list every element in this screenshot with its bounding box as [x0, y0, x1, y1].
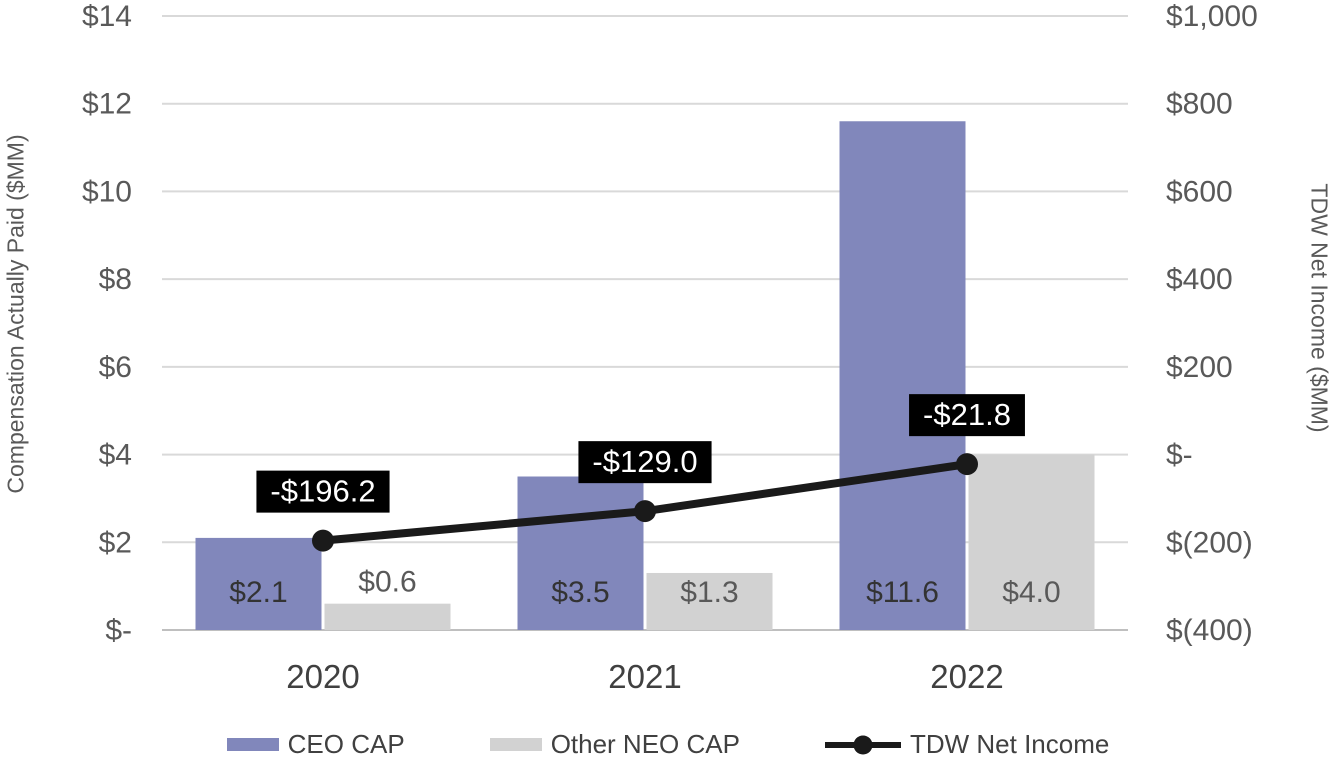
legend-item-tdw-net-income: TDW Net Income: [824, 729, 1110, 760]
left-axis-tick-label: $4: [99, 439, 132, 472]
x-axis-label-2022: 2022: [930, 658, 1003, 695]
left-axis-tick-label: $6: [99, 351, 132, 384]
legend-bar-swatch: [489, 738, 542, 751]
legend-item-other-neo-cap: Other NEO CAP: [489, 729, 740, 760]
left-axis-tick-label: $-: [105, 614, 132, 647]
right-axis-tick-label: $-: [1166, 439, 1193, 472]
legend-label: TDW Net Income: [909, 729, 1110, 759]
bar-ceo-cap-2020: [195, 537, 322, 630]
bar-value-label: $1.3: [680, 576, 738, 609]
bar-ceo-cap-2022: [839, 121, 966, 630]
legend-label: CEO CAP: [287, 729, 405, 759]
legend-bar-swatch: [226, 738, 279, 751]
line-marker-2022: [956, 453, 978, 476]
bar-value-label: $2.1: [229, 576, 287, 609]
left-axis-tick-label: $10: [82, 175, 132, 208]
right-axis-tick-label: $800: [1166, 88, 1233, 121]
net-income-label: -$196.2: [270, 474, 375, 509]
left-axis-tick-label: $2: [99, 526, 132, 559]
legend-line-dot: [853, 735, 873, 754]
net-income-label: -$21.8: [923, 397, 1011, 432]
x-axis-label-2021: 2021: [608, 658, 681, 695]
left-axis-tick-label: $12: [82, 88, 132, 121]
right-axis-tick-label: $1,000: [1166, 0, 1258, 33]
bar-value-label: $0.6: [358, 566, 416, 599]
x-axis-label-2020: 2020: [286, 658, 359, 695]
legend-label: Other NEO CAP: [550, 729, 740, 759]
net-income-label-box: [578, 441, 712, 484]
bar-other-neo-cap-2020: [324, 603, 451, 630]
legend-item-ceo-cap: CEO CAP: [226, 729, 405, 760]
bar-other-neo-cap-2022: [968, 454, 1095, 630]
right-axis-tick-label: $(200): [1166, 526, 1253, 559]
line-marker-2021: [634, 500, 656, 523]
legend-line-swatch: [824, 734, 901, 756]
net-income-label-box: [909, 394, 1025, 437]
bar-other-neo-cap-2021: [646, 572, 773, 630]
line-marker-2020: [312, 529, 334, 552]
net-income-label-box: [256, 470, 390, 513]
left-axis-tick-label: $8: [99, 263, 132, 296]
left-axis-tick-label: $14: [82, 0, 132, 33]
net-income-label: -$129.0: [592, 444, 697, 479]
right-axis-tick-label: $600: [1166, 175, 1233, 208]
bar-value-label: $4.0: [1002, 576, 1060, 609]
right-axis-tick-label: $200: [1166, 351, 1233, 384]
bar-ceo-cap-2021: [517, 476, 644, 630]
bar-value-label: $3.5: [551, 576, 609, 609]
right-axis-tick-label: $(400): [1166, 614, 1253, 647]
right-axis-tick-label: $400: [1166, 263, 1233, 296]
legend: CEO CAP Other NEO CAP TDW Net Income: [0, 729, 1336, 760]
bar-value-label: $11.6: [866, 576, 939, 609]
